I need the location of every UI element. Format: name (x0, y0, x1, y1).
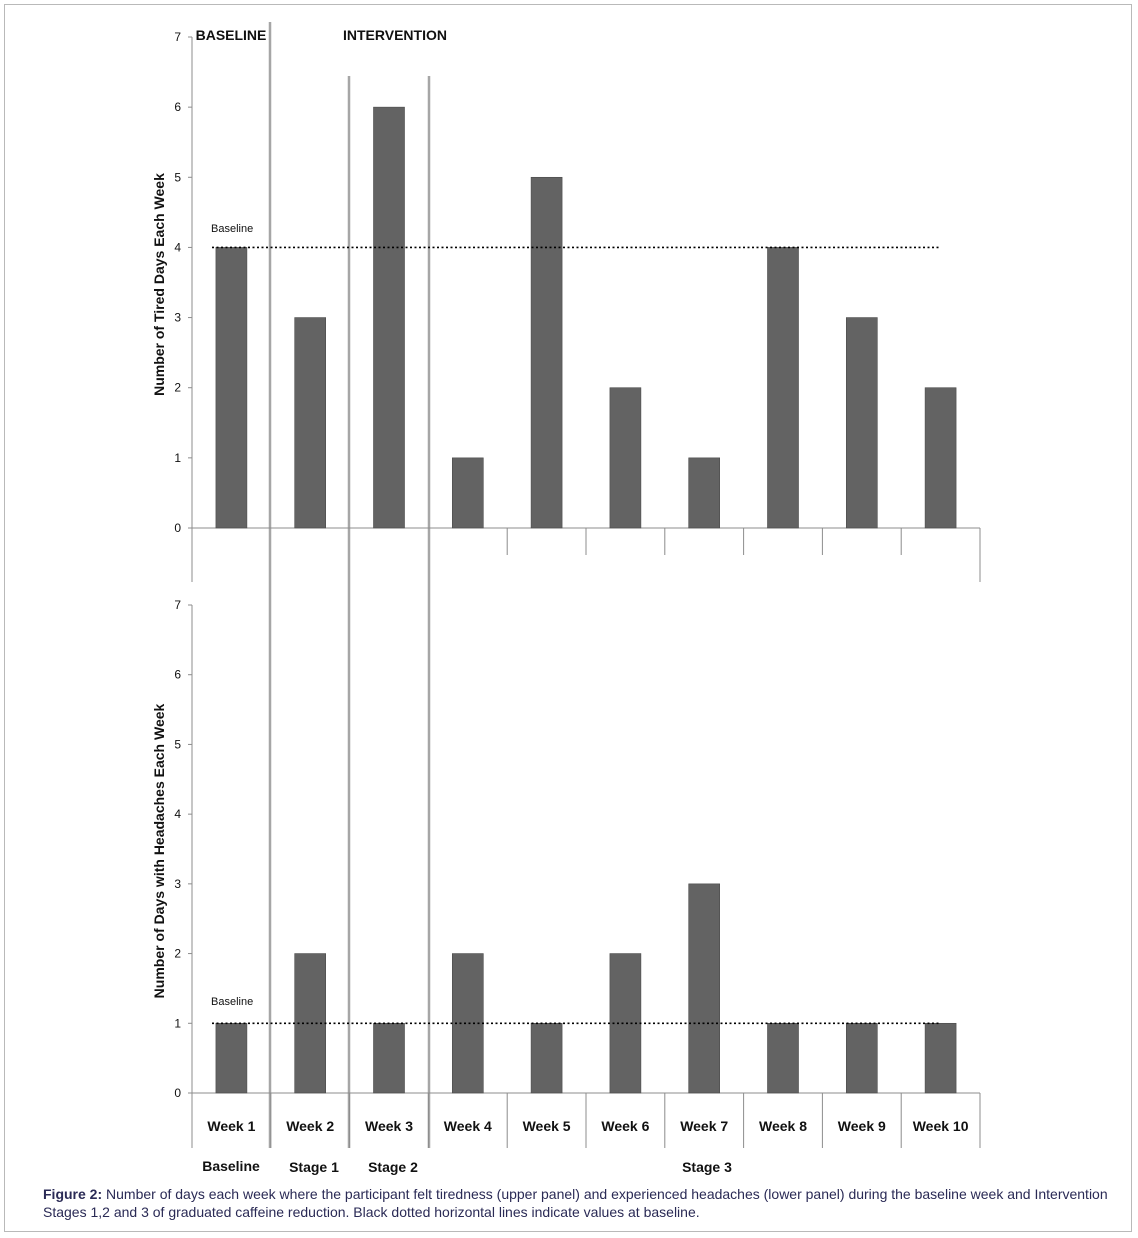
upper-y-tick-label: 5 (174, 170, 181, 184)
upper-bar (294, 317, 327, 529)
phase-label-baseline: BASELINE (196, 27, 267, 43)
x-category-label: Week 7 (680, 1118, 728, 1134)
stage-label-baseline: Baseline (202, 1158, 260, 1174)
x-category-label: Week 3 (365, 1118, 413, 1134)
phase-dividers (268, 22, 431, 1148)
figure-caption: Figure 2: Number of days each week where… (43, 1185, 1113, 1221)
lower-panel: 0 1 2 3 4 5 6 7 Number of Days with Headaches Ea… (151, 598, 981, 1148)
lower-y-tick-label: 0 (174, 1086, 181, 1100)
lower-y-tick-label: 3 (174, 877, 181, 891)
upper-baseline-label: Baseline (211, 223, 253, 235)
lower-bar (215, 1022, 248, 1094)
upper-bar (451, 457, 484, 529)
lower-y-axis-label: Number of Days with Headaches Each Week (151, 703, 167, 998)
lower-y-tick-label: 4 (174, 807, 181, 821)
x-category-label: Week 4 (444, 1118, 492, 1134)
x-category-label: Week 8 (759, 1118, 807, 1134)
x-category-label: Week 5 (523, 1118, 571, 1134)
lower-bar (530, 1022, 563, 1094)
lower-bar (924, 1022, 957, 1094)
x-category-label: Week 9 (838, 1118, 886, 1134)
lower-y-tick-label: 1 (174, 1016, 181, 1030)
upper-y-tick-label: 4 (174, 240, 181, 254)
caption-text: Number of days each week where the parti… (43, 1186, 1108, 1220)
x-category-label: Week 10 (913, 1118, 969, 1134)
lower-baseline-label: Baseline (211, 996, 253, 1008)
upper-bar (609, 387, 642, 529)
lower-y-tick-label: 6 (174, 668, 181, 682)
x-category-label: Week 2 (286, 1118, 334, 1134)
x-category-label: Week 6 (601, 1118, 649, 1134)
phase-label-intervention: INTERVENTION (343, 27, 447, 43)
upper-y-tick-label: 6 (174, 100, 181, 114)
lower-bar (688, 883, 721, 1094)
upper-bar (845, 317, 878, 529)
upper-y-tick-label: 2 (174, 381, 181, 395)
upper-bar (215, 247, 248, 529)
upper-y-tick-label: 7 (174, 30, 181, 44)
upper-panel: 0 1 2 3 4 5 6 7 Number of Tired Days Each Week Ba… (151, 30, 981, 582)
lower-bar (373, 1022, 405, 1094)
upper-y-tick-label: 3 (174, 311, 181, 325)
stage-label-2: Stage 2 (368, 1159, 418, 1175)
upper-bar (924, 387, 957, 529)
lower-bar (845, 1022, 878, 1094)
lower-bar (767, 1022, 799, 1094)
upper-y-tick-label: 0 (174, 521, 181, 535)
lower-y-tick-label: 5 (174, 737, 181, 751)
stage-label-3: Stage 3 (682, 1159, 732, 1175)
upper-bar (767, 247, 799, 529)
stage-label-1: Stage 1 (289, 1159, 339, 1175)
upper-y-tick-label: 1 (174, 451, 181, 465)
caption-label: Figure 2: (43, 1186, 103, 1202)
upper-bar (530, 176, 563, 529)
lower-y-tick-label: 2 (174, 947, 181, 961)
upper-bar (688, 457, 721, 529)
upper-y-axis-label: Number of Tired Days Each Week (151, 173, 167, 396)
x-category-label: Week 1 (207, 1118, 255, 1134)
upper-bar (373, 106, 405, 529)
lower-y-tick-label: 7 (174, 598, 181, 612)
